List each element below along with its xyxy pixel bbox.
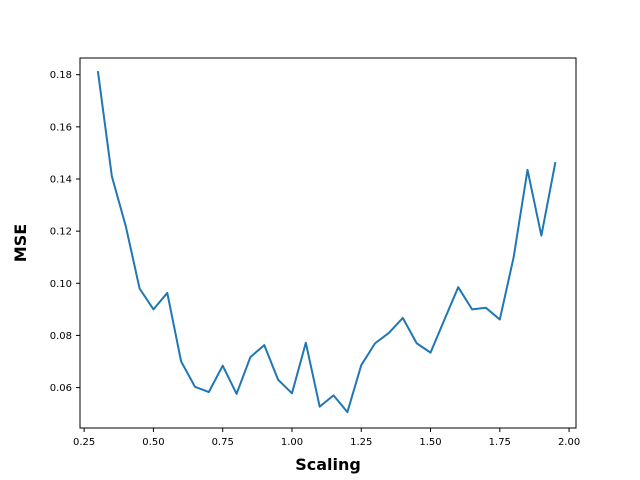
data-point (222, 365, 224, 367)
data-point (319, 406, 321, 408)
data-point (139, 288, 141, 290)
x-axis-title: Scaling (295, 455, 361, 474)
data-point (457, 286, 459, 288)
data-point (305, 342, 307, 344)
y-axis-ticks: 0.06 0.08 0.10 0.12 0.14 0.16 0.18 (50, 70, 80, 394)
data-point (388, 332, 390, 334)
y-tick-label: 0.10 (50, 279, 72, 290)
series-line (96, 70, 557, 414)
data-point (485, 307, 487, 309)
x-tick-label: 1.00 (281, 437, 303, 448)
x-tick-label: 1.50 (419, 437, 441, 448)
x-tick-label: 0.75 (212, 437, 234, 448)
data-point (152, 308, 154, 310)
data-point (554, 162, 556, 164)
plot-area (80, 58, 576, 428)
data-point (180, 361, 182, 363)
data-point (125, 225, 127, 227)
data-point (360, 364, 362, 366)
data-point (499, 319, 501, 321)
y-tick-label: 0.06 (50, 383, 72, 394)
y-tick-label: 0.14 (50, 174, 72, 185)
y-tick-label: 0.12 (50, 227, 72, 238)
x-tick-label: 1.25 (350, 437, 372, 448)
data-point (236, 393, 238, 395)
data-point (471, 308, 473, 310)
data-point (374, 342, 376, 344)
data-point (333, 394, 335, 396)
data-point (540, 235, 542, 237)
y-tick-label: 0.08 (50, 331, 72, 342)
y-axis-title: MSE (11, 224, 30, 262)
data-point (194, 386, 196, 388)
data-point (277, 379, 279, 381)
x-tick-label: 0.50 (142, 437, 164, 448)
data-point (291, 392, 293, 394)
data-point (166, 292, 168, 294)
x-tick-label: 2.00 (558, 437, 580, 448)
data-point (513, 256, 515, 258)
x-tick-label: 1.75 (489, 437, 511, 448)
x-tick-label: 0.25 (73, 437, 95, 448)
data-point (416, 342, 418, 344)
y-tick-label: 0.18 (50, 70, 72, 81)
data-point (97, 71, 99, 73)
data-point (443, 319, 445, 321)
data-point (346, 411, 348, 413)
data-point (208, 391, 210, 393)
x-axis-ticks: 0.25 0.50 0.75 1.00 1.25 1.50 1.75 2.00 (73, 428, 580, 448)
data-point (111, 175, 113, 177)
data-point (402, 317, 404, 319)
data-point (263, 344, 265, 346)
data-point (430, 352, 432, 354)
data-point (249, 356, 251, 358)
y-tick-label: 0.16 (50, 122, 72, 133)
plot-frame (79, 57, 577, 429)
data-point (527, 169, 529, 171)
